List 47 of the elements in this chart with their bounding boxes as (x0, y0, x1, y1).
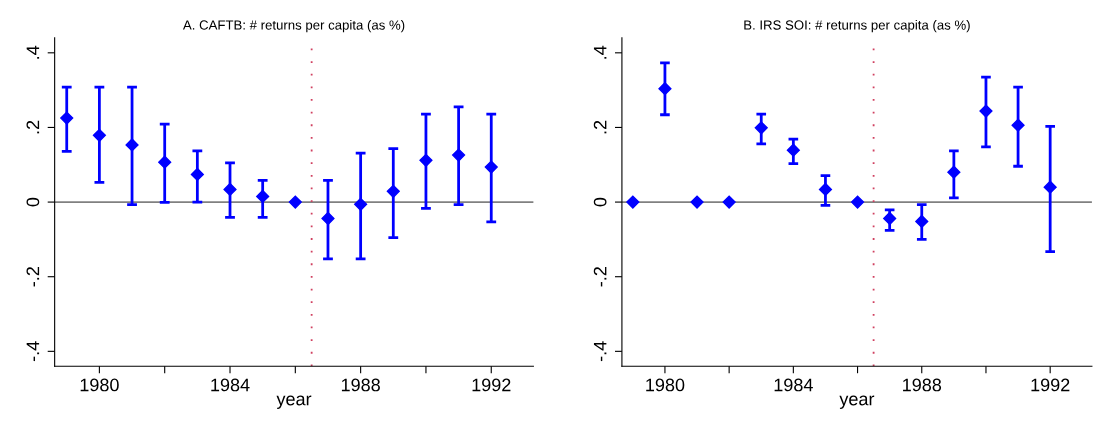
x-axis-title: year (276, 395, 312, 409)
point (419, 153, 433, 167)
point (484, 160, 498, 174)
y-tick-label: 0 (26, 197, 40, 207)
point (92, 128, 106, 142)
point (386, 184, 400, 198)
point (1011, 118, 1025, 132)
point (850, 195, 865, 209)
point (321, 211, 335, 226)
x-axis-title: year (839, 395, 875, 409)
x-tick-label: 1980 (646, 378, 685, 392)
point (158, 155, 172, 169)
point (288, 195, 302, 209)
point (125, 138, 139, 152)
y-tick-label: .2 (26, 120, 40, 134)
y-tick-label: .4 (26, 45, 40, 59)
point (883, 211, 897, 226)
point (786, 143, 800, 157)
point (223, 182, 237, 196)
point (915, 214, 929, 229)
point (452, 148, 466, 162)
point (754, 121, 768, 135)
x-tick-label: 1988 (903, 378, 942, 392)
y-tick-label: -.2 (26, 267, 40, 287)
point (947, 165, 961, 179)
x-tick-label: 1992 (1031, 378, 1070, 392)
y-tick-label: -.4 (26, 341, 40, 362)
y-tick-label: .2 (593, 120, 607, 134)
x-tick-label: 1984 (211, 378, 250, 392)
point (1043, 180, 1057, 194)
point (979, 104, 993, 118)
point (658, 82, 672, 96)
chart-title: B. IRS SOI: # returns per capita (as %) (744, 19, 970, 33)
point (818, 182, 833, 196)
y-tick-label: .4 (593, 45, 607, 59)
point (256, 189, 270, 204)
y-tick-label: -.2 (593, 267, 607, 287)
y-tick-label: -.4 (593, 341, 607, 362)
x-tick-label: 1992 (472, 378, 511, 392)
point (190, 167, 204, 182)
x-tick-label: 1988 (341, 378, 380, 392)
point (60, 111, 74, 125)
x-tick-label: 1980 (80, 378, 119, 392)
point (354, 197, 368, 211)
y-tick-label: 0 (593, 197, 607, 207)
x-tick-label: 1984 (774, 378, 813, 392)
chart-title: A. CAFTB: # returns per capita (as %) (182, 19, 405, 33)
